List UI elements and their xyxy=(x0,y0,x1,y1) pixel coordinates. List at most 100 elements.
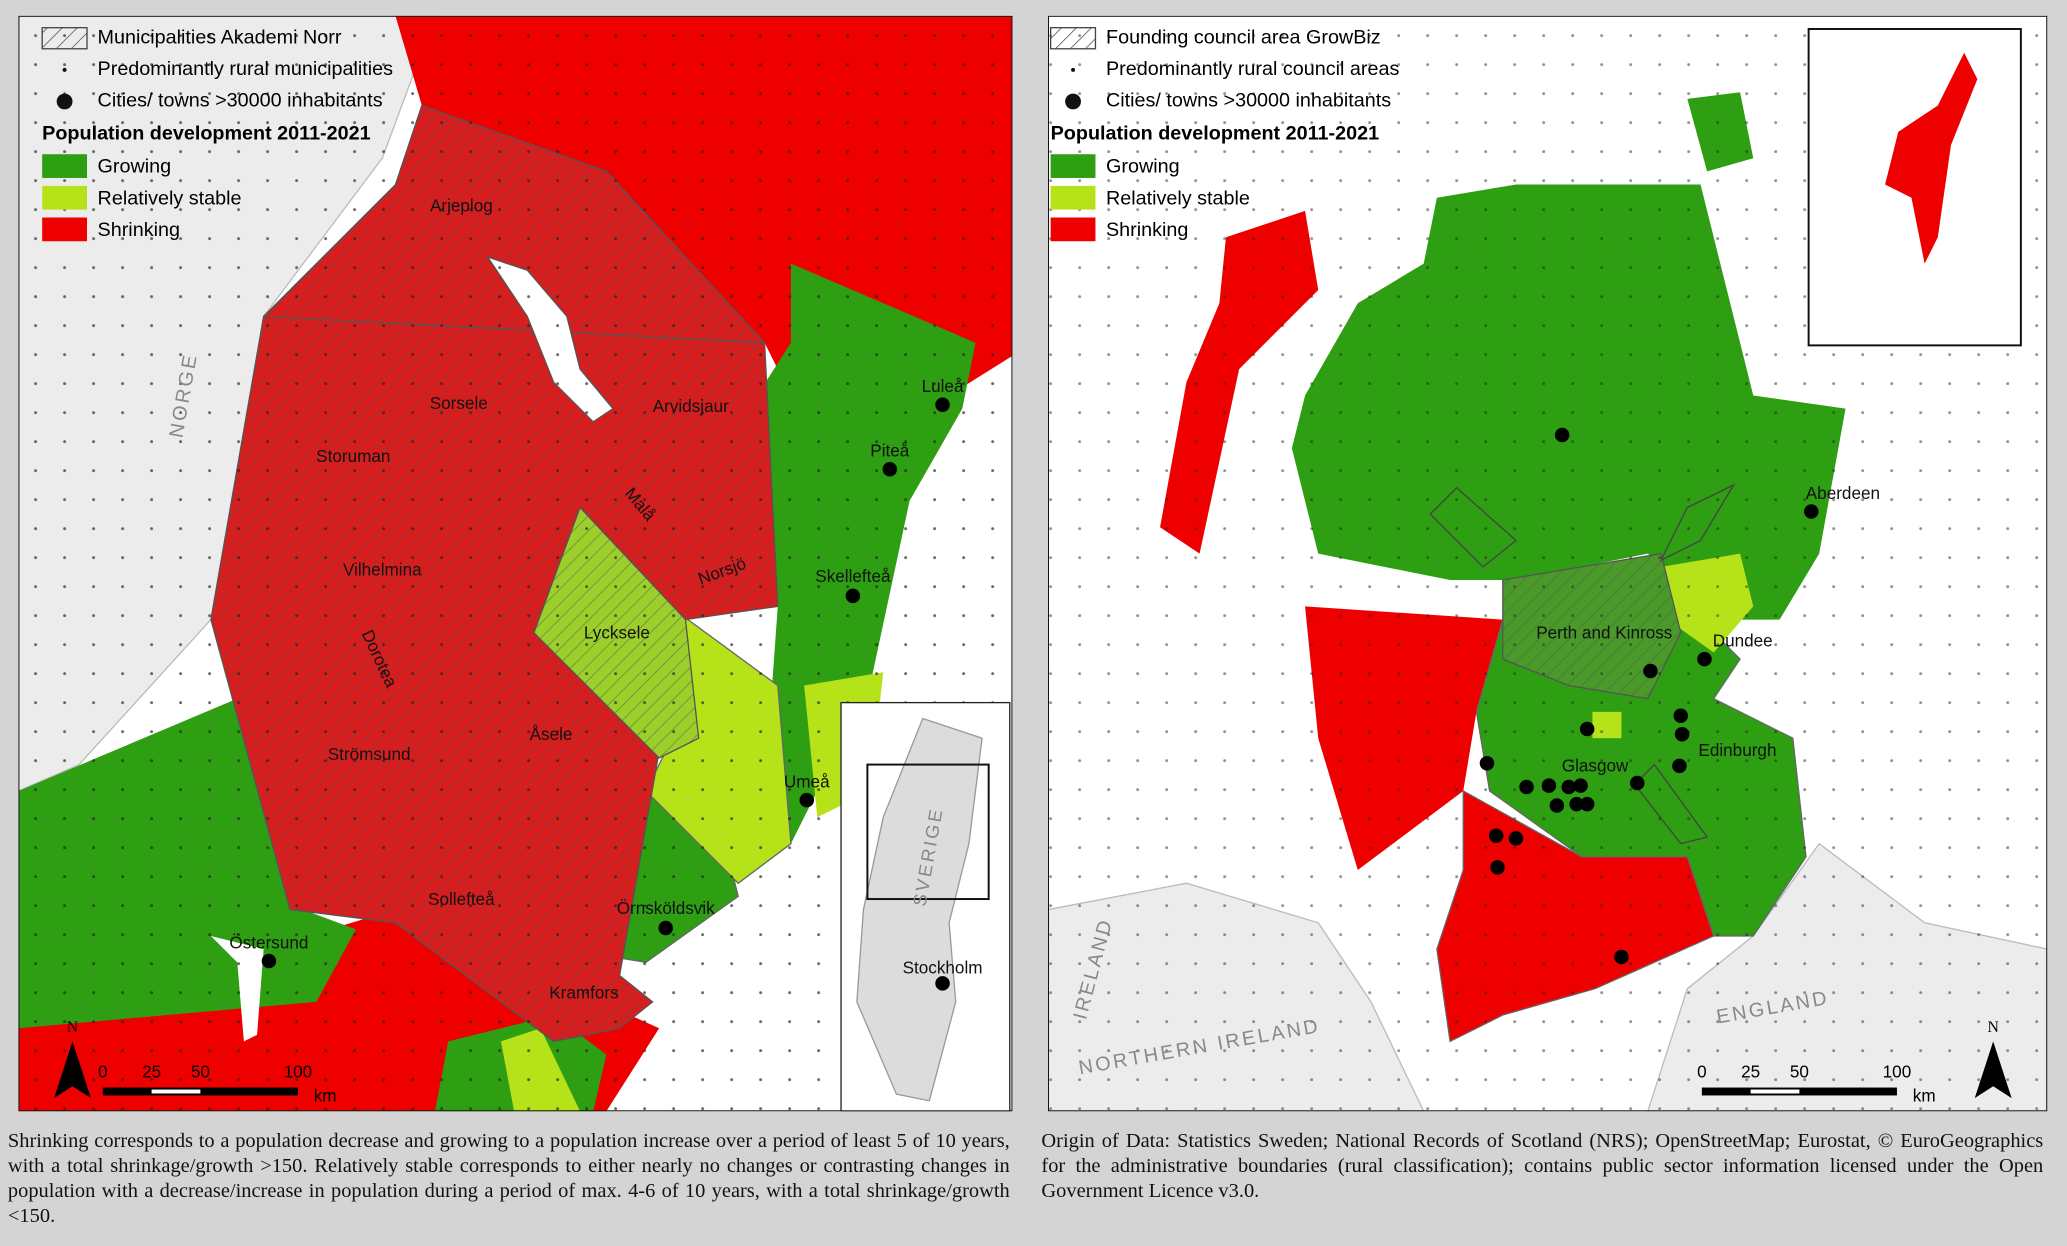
place-label: Arjeplog xyxy=(430,195,493,215)
city xyxy=(935,976,950,991)
place-label: Edinburgh xyxy=(1698,740,1776,760)
city xyxy=(799,792,815,808)
legend-swatch xyxy=(42,154,88,178)
place-label: Östersund xyxy=(229,932,308,952)
place-label: Sorsele xyxy=(430,393,488,413)
shetland xyxy=(1885,52,1978,264)
scale-label: 100 xyxy=(284,1062,313,1082)
place-label: Aberdeen xyxy=(1806,483,1880,503)
legend-dot xyxy=(62,67,67,72)
place-label: Sollefteå xyxy=(428,889,495,909)
city xyxy=(882,462,898,477)
place-label: Strömsund xyxy=(328,744,411,764)
legend-swatch xyxy=(1050,154,1096,178)
legend-swatch xyxy=(1050,185,1096,210)
place-label: Glasgow xyxy=(1562,756,1629,776)
city xyxy=(1643,663,1658,679)
caption-right: Origin of Data: Statistics Sweden; Natio… xyxy=(1041,1129,2044,1203)
legend-label: Predominantly rural municipalities xyxy=(98,58,394,80)
city xyxy=(1673,708,1689,724)
legend-city xyxy=(56,93,73,110)
place-label: Vilhelmina xyxy=(343,559,422,579)
city xyxy=(1630,775,1645,791)
scale-label: 50 xyxy=(1790,1062,1809,1082)
legend-hatch xyxy=(41,27,88,50)
city xyxy=(1479,756,1495,771)
caption-left: Shrinking corresponds to a population de… xyxy=(7,1129,1010,1228)
legend-label: Shrinking xyxy=(98,219,180,241)
place-label: Luleå xyxy=(922,376,964,396)
scale-bar xyxy=(1750,1089,1800,1094)
legend-dot xyxy=(1071,67,1076,72)
place-label: Umeå xyxy=(784,772,830,792)
legend-swatch xyxy=(42,185,88,210)
city xyxy=(1579,721,1595,737)
north-arrow xyxy=(1974,1041,2012,1099)
legend-city xyxy=(1065,93,1081,110)
legend-label: Shrinking xyxy=(1106,219,1188,241)
scale-label: km xyxy=(314,1085,337,1105)
place-label: Skellefteå xyxy=(815,566,891,586)
city xyxy=(1541,778,1557,793)
city xyxy=(1573,778,1588,793)
legend-swatch xyxy=(1050,217,1096,242)
inset-extent xyxy=(866,763,990,901)
legend-title: Population development 2011-2021 xyxy=(42,123,370,145)
city xyxy=(261,953,277,969)
legend-label: Growing xyxy=(98,156,172,178)
legend-title: Population development 2011-2021 xyxy=(1051,123,1379,145)
legend-hatch xyxy=(1049,27,1097,50)
left-map xyxy=(18,15,1013,1112)
place-label: Kramfors xyxy=(549,982,618,1002)
city xyxy=(1672,758,1687,774)
place-label: Storuman xyxy=(316,446,390,466)
legend-swatch xyxy=(42,217,88,242)
place-label: Dundee xyxy=(1713,631,1773,651)
city xyxy=(1549,798,1565,813)
scale-label: 25 xyxy=(1741,1062,1760,1082)
place-label: Åsele xyxy=(530,724,573,744)
north-arrow xyxy=(54,1041,91,1099)
city xyxy=(1490,860,1505,875)
city xyxy=(1804,504,1819,519)
city xyxy=(1569,796,1584,812)
scale-label: 0 xyxy=(1697,1062,1707,1082)
north-label: N xyxy=(1987,1019,1999,1036)
place-label: Perth and Kinross xyxy=(1536,623,1672,643)
place-label: Stockholm xyxy=(903,957,983,977)
city xyxy=(1674,727,1690,742)
scale-label: 0 xyxy=(98,1062,108,1082)
left-map: Municipalities Akademi Norr Predominantly… xyxy=(41,26,983,1105)
city xyxy=(1488,828,1504,844)
north-label: N xyxy=(67,1019,79,1036)
city xyxy=(1697,651,1712,667)
legend-label: Municipalities Akademi Norr xyxy=(98,26,342,48)
city xyxy=(1519,779,1534,795)
legend-label: Founding council area GrowBiz xyxy=(1106,26,1381,48)
city xyxy=(845,588,861,604)
legend-label: Relatively stable xyxy=(98,187,242,209)
city xyxy=(1579,796,1595,812)
legend-label: Cities/ towns >30000 inhabitants xyxy=(1106,90,1391,112)
maps: Municipalities Akademi Norr Predominantly… xyxy=(18,15,2048,1112)
legend-label: Relatively stable xyxy=(1106,187,1250,209)
scale-bar xyxy=(151,1089,201,1094)
place-label: Arvidsjaur xyxy=(653,396,729,416)
legend-label: Predominantly rural council areas xyxy=(1106,58,1399,80)
scale-label: 50 xyxy=(191,1062,210,1082)
city xyxy=(1561,779,1576,795)
city xyxy=(658,920,673,936)
city xyxy=(1508,831,1524,846)
scale-label: 25 xyxy=(142,1062,161,1082)
legend-label: Cities/ towns >30000 inhabitants xyxy=(98,90,383,112)
city xyxy=(1614,949,1629,965)
legend-label: Growing xyxy=(1106,156,1180,178)
scale-label: 100 xyxy=(1883,1062,1912,1082)
right-map xyxy=(1048,15,2048,1112)
place-label: Örnsköldsvik xyxy=(617,898,715,918)
city xyxy=(935,397,950,412)
place-label: Piteå xyxy=(870,441,910,461)
scale-label: km xyxy=(1913,1085,1936,1105)
city xyxy=(1554,427,1570,443)
